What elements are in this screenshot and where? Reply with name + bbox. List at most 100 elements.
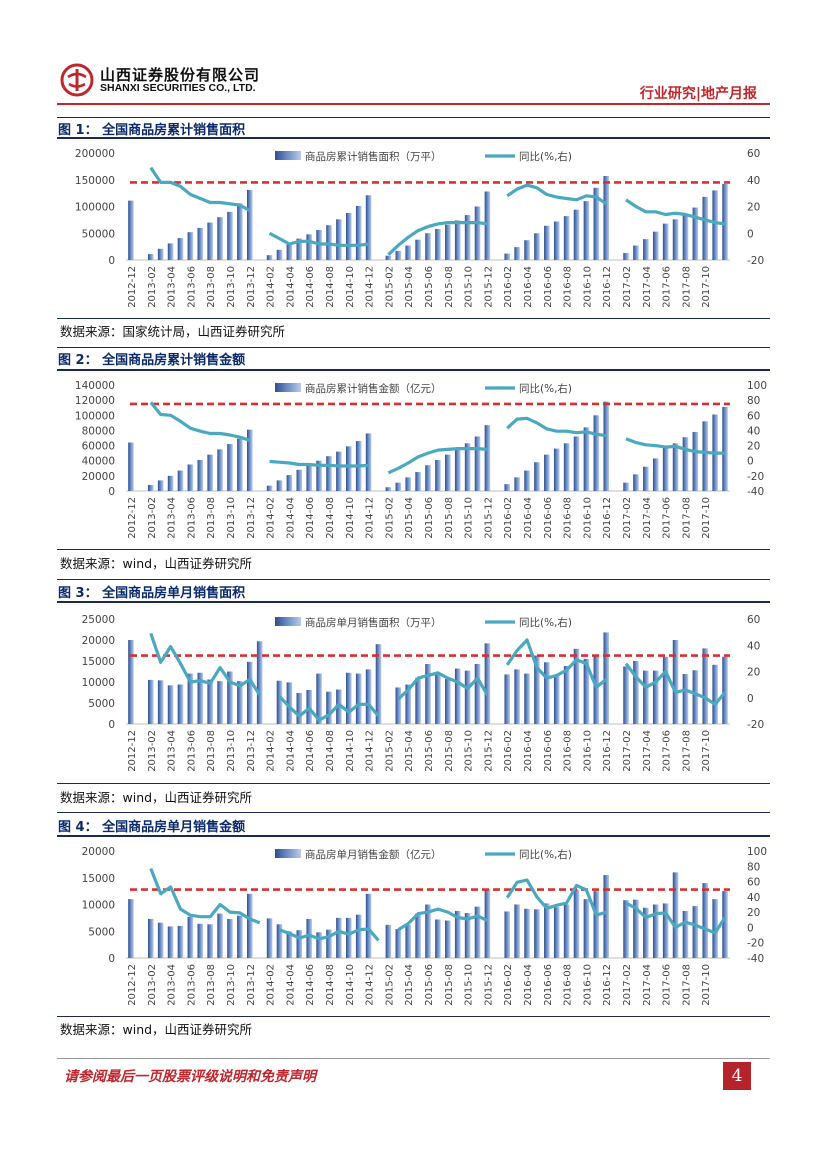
bar <box>524 470 530 491</box>
yoy-line <box>149 868 727 942</box>
x-tick-label: 2015-10 <box>464 497 475 539</box>
bar <box>652 231 659 260</box>
figure-3-chart: 25000 20000 15000 10000 5000 0 60 40 20 0 -20 2012-… <box>82 614 765 772</box>
x-tick-label: 2015-04 <box>404 730 415 772</box>
y-tick-label: 100000 <box>75 202 115 214</box>
bar <box>217 449 223 491</box>
figure-1-chart: 200000 150000 100000 50000 0 60 40 20 0 -20 2012-1… <box>75 148 764 308</box>
bar <box>623 482 629 491</box>
bar <box>157 680 164 724</box>
bar <box>534 233 540 260</box>
bar <box>623 253 629 260</box>
bar <box>524 673 530 724</box>
bar <box>197 459 204 491</box>
x-tick-label: 2014-12 <box>365 497 376 539</box>
bar <box>296 930 303 958</box>
bar <box>563 904 570 958</box>
bar <box>623 900 629 958</box>
bar <box>672 640 679 724</box>
report-section: 行业研究|地产月报 <box>639 86 757 102</box>
bar <box>603 632 610 724</box>
bar <box>474 906 481 958</box>
bar <box>702 648 709 724</box>
x-tick-label: 2014-10 <box>345 964 356 1006</box>
bar <box>306 464 312 491</box>
y2-tick-label: 40 <box>747 175 760 187</box>
bar <box>306 234 312 260</box>
bar <box>662 903 669 958</box>
figure-2-title: 图 2： 全国商品房累计销售金额 <box>58 353 246 368</box>
y2-tick-label: 0 <box>747 922 754 934</box>
bar <box>157 922 164 958</box>
figure-3-bottom-rule <box>57 783 770 784</box>
x-tick-label: 2014-10 <box>345 730 356 772</box>
x-tick-label: 2013-02 <box>147 266 158 308</box>
bar <box>365 195 372 260</box>
x-tick-label: 2013-12 <box>246 497 257 539</box>
bar <box>474 206 481 260</box>
figure-2-top-rule <box>57 347 770 348</box>
bar <box>544 903 550 958</box>
bar <box>435 919 441 958</box>
bar <box>593 891 600 958</box>
bar <box>563 443 570 491</box>
bar <box>147 254 154 260</box>
bar <box>385 255 392 260</box>
x-tick-label: 2017-10 <box>701 964 712 1006</box>
x-tick-label: 2017-08 <box>681 497 692 539</box>
bar <box>573 648 580 724</box>
legend-line-label: 同比(%,右) <box>519 616 572 629</box>
y2-tick-label: 40 <box>747 425 760 437</box>
x-tick-label: 2013-10 <box>226 730 237 772</box>
footer-rule <box>57 1058 770 1059</box>
bar <box>573 436 580 491</box>
y2-tick-label: 40 <box>747 640 760 652</box>
bar <box>405 924 411 958</box>
x-tick-label: 2013-06 <box>186 730 197 772</box>
x-tick-label: 2014-02 <box>266 964 277 1006</box>
bar <box>712 664 718 724</box>
bar <box>464 443 471 491</box>
y2-tick-label: 20 <box>747 441 760 453</box>
y-tick-label: 0 <box>108 719 115 731</box>
x-tick-label: 2013-02 <box>147 497 158 539</box>
bar <box>514 904 520 958</box>
bar <box>197 672 204 724</box>
y-tick-label: 0 <box>108 486 115 498</box>
x-tick-label: 2013-10 <box>226 964 237 1006</box>
company-name-en: SHANXI SECURITIES CO., LTD. <box>100 82 256 94</box>
bar <box>702 883 709 958</box>
x-tick-label: 2013-04 <box>167 964 178 1006</box>
y2-tick-label: 20 <box>747 202 760 214</box>
bar <box>454 220 461 260</box>
bar <box>316 460 322 491</box>
bar <box>395 250 402 260</box>
bar <box>484 643 491 724</box>
header-rule <box>57 103 770 105</box>
bar <box>435 459 441 491</box>
x-tick-label: 2014-02 <box>266 730 277 772</box>
x-tick-label: 2016-06 <box>543 497 554 539</box>
bar <box>682 910 689 958</box>
x-tick-label: 2015-10 <box>464 730 475 772</box>
y-tick-label: 80000 <box>82 425 115 437</box>
y-tick-label: 140000 <box>75 380 115 392</box>
bar <box>276 249 283 260</box>
x-tick-label: 2013-08 <box>206 964 217 1006</box>
bar <box>266 255 273 260</box>
bar <box>464 670 471 724</box>
bar <box>365 893 372 958</box>
y2-tick-label: 60 <box>747 148 760 160</box>
bar <box>534 909 540 958</box>
y2-tick-label: 80 <box>747 395 760 407</box>
bar <box>682 213 689 260</box>
figure-4-top-rule <box>57 812 770 813</box>
y2-tick-label: 100 <box>747 846 767 858</box>
bar <box>722 656 728 724</box>
bar <box>336 917 342 958</box>
x-tick-label: 2016-02 <box>503 497 514 539</box>
bar <box>464 215 471 260</box>
x-tick-label: 2017-04 <box>642 964 653 1006</box>
legend-bar-label: 商品房累计销售金额（亿元） <box>305 382 442 395</box>
x-tick-label: 2014-04 <box>285 964 296 1006</box>
